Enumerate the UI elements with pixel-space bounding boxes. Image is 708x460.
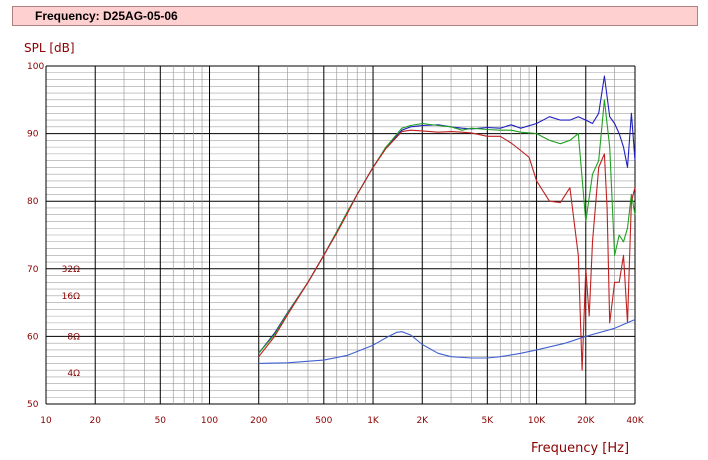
impedance-labels: 32Ω 16Ω 8Ω 4Ω [62, 265, 80, 379]
impedance-scale-label: 4Ω [67, 369, 80, 379]
series-line-2 [258, 99, 636, 354]
series-line-4 [258, 318, 636, 364]
x-tick-label: 10 [40, 416, 52, 426]
plot-grid [45, 65, 636, 405]
impedance-scale-label: 32Ω [62, 265, 80, 275]
y-tick-label: 70 [27, 265, 39, 275]
x-tick-label: 50 [155, 416, 167, 426]
y-tick-label: 90 [27, 130, 39, 140]
chart-title-bar: Frequency: D25AG-05-06 [12, 6, 698, 26]
y-tick-label: 80 [27, 197, 39, 207]
x-tick-label: 20 [89, 416, 101, 426]
x-tick-label: 5K [482, 416, 495, 426]
y-tick-label: 100 [27, 62, 44, 72]
series-line-3 [258, 129, 636, 371]
x-tick-label: 20K [577, 416, 595, 426]
impedance-scale-label: 8Ω [67, 332, 80, 342]
x-axis-label: Frequency [Hz] [531, 441, 629, 456]
y-tick-label: 60 [27, 332, 39, 342]
x-tick-label: 500 [315, 416, 332, 426]
impedance-scale-label: 16Ω [62, 292, 80, 302]
x-tick-label: 200 [250, 416, 267, 426]
x-tick-label: 10K [528, 416, 546, 426]
x-tick-label: 100 [201, 416, 218, 426]
x-tick-label: 1K [367, 416, 380, 426]
x-tick-label: 40K [626, 416, 644, 426]
chart-title: Frequency: D25AG-05-06 [35, 9, 178, 23]
x-tick-label: 2K [416, 416, 429, 426]
series-lines [258, 75, 636, 371]
axis-ticks: 10 20 50 100 200 500 1K 2K 5K 10K 20K 40K 50 60 70 80 90… [27, 62, 645, 426]
y-axis-label: SPL [dB] [24, 41, 75, 55]
y-tick-label: 50 [27, 400, 39, 410]
